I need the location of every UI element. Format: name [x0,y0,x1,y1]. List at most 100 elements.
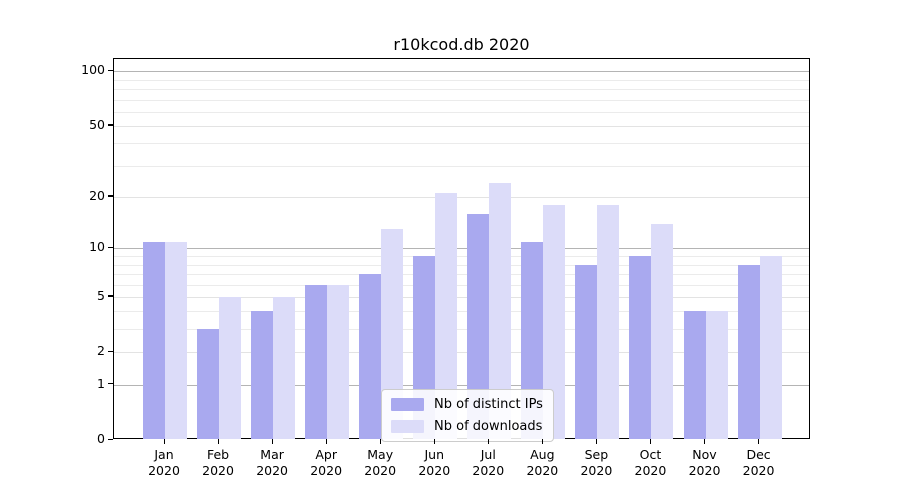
x-tick-mark [487,439,490,444]
bar-distinct-ips-dec [737,264,760,439]
x-tick-month: Jan [154,447,174,462]
bar-downloads-dec [759,256,782,439]
x-tick-month: Jul [480,447,496,462]
bar-downloads-oct [651,223,674,439]
gridline-minor [114,99,809,101]
bar-downloads-feb [219,296,242,439]
bar-distinct-ips-nov [683,311,706,439]
x-tick-month: Mar [260,447,284,462]
x-tick-year: 2020 [310,463,343,478]
x-tick-mark [379,439,381,444]
bar-distinct-ips-may [359,273,382,439]
bar-distinct-ips-jul [467,213,490,439]
x-tick-label: Feb 2020 [190,447,246,479]
gridline-10 [114,248,809,250]
x-tick-mark [325,439,327,444]
bar-distinct-ips-jan [143,241,165,439]
gridline-minor [114,111,809,113]
x-tick-month: Feb [206,447,230,462]
legend: Nb of distinct IPs Nb of downloads [381,389,554,442]
bar-distinct-ips-oct [629,256,652,439]
y-tick-mark [108,246,113,249]
bar-downloads-apr [327,284,350,439]
x-tick-label: Sep 2020 [568,447,624,479]
x-tick-label: May 2020 [352,447,408,479]
y-tick-label: 2 [97,343,105,359]
x-tick-year: 2020 [418,463,451,478]
x-tick-mark [704,439,706,444]
chart-title: r10kcod.db 2020 [393,35,530,54]
x-tick-mark [649,439,652,444]
y-tick-label: 100 [81,62,105,78]
bar-downloads-jan [165,241,187,439]
x-tick-mark [271,439,273,444]
gridline-minor [114,284,809,286]
y-tick-label: 1 [97,375,105,391]
y-tick-label: 0 [97,431,105,446]
bar-downloads-mar [273,296,296,439]
x-tick-label: Jan 2020 [136,447,192,479]
y-tick-mark [108,350,113,353]
y-tick-mark [108,69,113,72]
bar-downloads-jun [435,193,458,439]
x-tick-month: Dec [746,447,771,462]
x-tick-year: 2020 [472,463,505,478]
x-tick-mark [433,439,436,444]
x-tick-mark [217,439,219,444]
y-tick-label: 10 [89,239,105,255]
x-tick-label: Apr 2020 [298,447,354,479]
gridline-minor [114,165,809,167]
legend-swatch [391,420,424,433]
x-tick-year: 2020 [364,463,397,478]
bar-downloads-aug [543,204,566,439]
gridline-2 [114,352,809,354]
gridline-1 [114,384,809,386]
bar-downloads-nov [705,311,728,439]
x-tick-month: Oct [639,447,662,462]
gridline-minor [114,329,809,331]
gridline-100 [114,71,809,73]
legend-label: Nb of downloads [434,419,543,434]
x-tick-label: Mar 2020 [244,447,300,479]
bar-distinct-ips-apr [305,284,328,439]
gridline-minor [114,89,809,91]
x-tick-month: Apr [315,447,337,462]
gridline-50 [114,125,809,127]
bar-downloads-jul [489,182,512,439]
x-tick-mark [163,439,165,444]
gridline-minor [114,273,809,275]
x-tick-year: 2020 [580,463,613,478]
y-tick-label: 5 [97,287,105,303]
x-tick-month: Nov [692,447,717,462]
gridline-20 [114,196,809,198]
legend-row: Nb of distinct IPs [391,397,543,412]
y-tick-label: 20 [89,187,105,203]
x-tick-month: May [367,447,394,462]
gridline-minor [114,264,809,266]
y-tick-label: 50 [89,116,105,132]
plot-area: Nb of distinct IPs Nb of downloads [113,58,810,442]
gridline-minor [114,256,809,258]
x-tick-year: 2020 [256,463,288,478]
x-tick-year: 2020 [202,463,234,478]
x-tick-month: Sep [584,447,609,462]
x-tick-mark [758,439,760,444]
bar-distinct-ips-feb [197,329,220,439]
bar-downloads-sep [597,204,620,439]
x-tick-label: Dec 2020 [731,447,787,479]
x-tick-mark [595,439,598,444]
bar-distinct-ips-sep [575,264,598,439]
y-tick-mark [108,438,113,440]
gridline-minor [114,143,809,145]
x-tick-month: Jun [424,447,445,462]
x-tick-label: Oct 2020 [622,447,678,479]
x-tick-year: 2020 [526,463,559,478]
legend-row: Nb of downloads [391,419,543,434]
gridline-minor [114,79,809,81]
legend-label: Nb of distinct IPs [434,397,543,412]
x-tick-label: Aug 2020 [514,447,570,479]
bar-downloads-may [381,229,404,439]
y-tick-mark [108,124,113,126]
x-tick-label: Jul 2020 [460,447,516,479]
